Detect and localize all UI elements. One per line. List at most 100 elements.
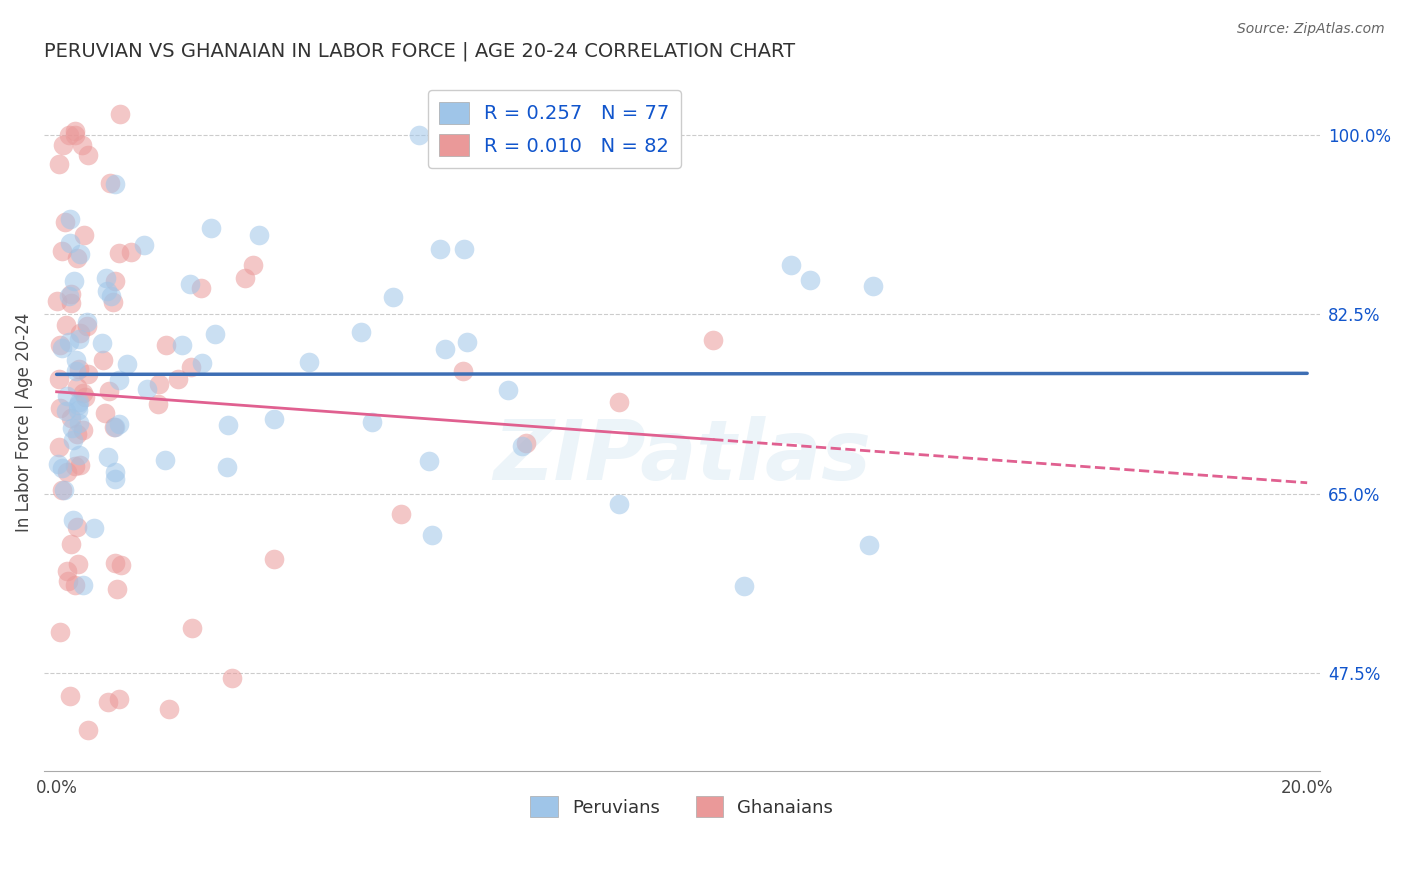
Point	[496, 383, 519, 397]
Point	[72, 385, 94, 400]
Point	[108, 692, 131, 706]
Point	[70, 138, 93, 153]
Point	[179, 277, 201, 291]
Point	[191, 356, 214, 370]
Point	[59, 286, 82, 301]
Point	[350, 325, 373, 339]
Point	[49, 624, 72, 639]
Point	[110, 558, 132, 573]
Point	[389, 508, 412, 522]
Point	[609, 497, 631, 511]
Point	[166, 372, 188, 386]
Point	[66, 520, 89, 534]
Point	[66, 398, 89, 412]
Point	[59, 211, 82, 226]
Point	[76, 318, 98, 333]
Point	[67, 362, 90, 376]
Point	[862, 279, 884, 293]
Point	[190, 281, 212, 295]
Point	[135, 382, 157, 396]
Point	[67, 417, 90, 431]
Point	[104, 465, 127, 479]
Point	[91, 336, 114, 351]
Point	[103, 177, 125, 191]
Point	[108, 246, 131, 260]
Point	[66, 251, 89, 265]
Point	[98, 176, 121, 190]
Point	[103, 295, 125, 310]
Point	[63, 578, 86, 592]
Point	[103, 419, 125, 434]
Point	[204, 327, 226, 342]
Point	[48, 440, 70, 454]
Point	[609, 394, 631, 409]
Point	[77, 148, 100, 162]
Point	[72, 423, 94, 437]
Point	[60, 537, 83, 551]
Point	[83, 521, 105, 535]
Point	[49, 337, 72, 351]
Point	[48, 457, 70, 471]
Point	[58, 574, 80, 588]
Point	[132, 237, 155, 252]
Point	[65, 352, 87, 367]
Point	[62, 433, 84, 447]
Point	[233, 271, 256, 285]
Point	[429, 242, 451, 256]
Point	[58, 128, 80, 142]
Point	[59, 235, 82, 250]
Point	[180, 360, 202, 375]
Point	[51, 341, 73, 355]
Point	[247, 227, 270, 242]
Point	[107, 417, 129, 431]
Point	[146, 396, 169, 410]
Point	[65, 364, 87, 378]
Point	[67, 448, 90, 462]
Point	[170, 338, 193, 352]
Text: PERUVIAN VS GHANAIAN IN LABOR FORCE | AGE 20-24 CORRELATION CHART: PERUVIAN VS GHANAIAN IN LABOR FORCE | AG…	[44, 42, 796, 62]
Point	[91, 353, 114, 368]
Point	[72, 578, 94, 592]
Point	[65, 128, 87, 142]
Point	[799, 273, 821, 287]
Point	[63, 274, 86, 288]
Point	[65, 458, 87, 473]
Point	[456, 335, 478, 350]
Point	[76, 367, 98, 381]
Point	[97, 695, 120, 709]
Point	[263, 552, 285, 566]
Point	[381, 290, 404, 304]
Point	[702, 333, 724, 347]
Point	[73, 227, 96, 242]
Point	[104, 472, 127, 486]
Point	[217, 417, 239, 432]
Point	[55, 465, 77, 479]
Point	[59, 411, 82, 425]
Point	[153, 453, 176, 467]
Point	[97, 384, 120, 398]
Point	[69, 326, 91, 341]
Legend: Peruvians, Ghanaians: Peruvians, Ghanaians	[523, 789, 841, 824]
Point	[515, 435, 537, 450]
Point	[361, 415, 384, 429]
Point	[858, 538, 880, 552]
Point	[155, 338, 177, 352]
Point	[65, 124, 87, 138]
Point	[55, 318, 77, 332]
Point	[51, 483, 73, 497]
Point	[55, 404, 77, 418]
Point	[104, 556, 127, 570]
Point	[96, 284, 118, 298]
Point	[148, 377, 170, 392]
Point	[97, 450, 120, 464]
Point	[76, 315, 98, 329]
Point	[157, 702, 180, 716]
Point	[66, 380, 89, 394]
Point	[56, 564, 79, 578]
Point	[408, 128, 430, 142]
Point	[434, 343, 457, 357]
Point	[52, 138, 75, 153]
Point	[418, 453, 440, 467]
Point	[420, 528, 443, 542]
Point	[53, 215, 76, 229]
